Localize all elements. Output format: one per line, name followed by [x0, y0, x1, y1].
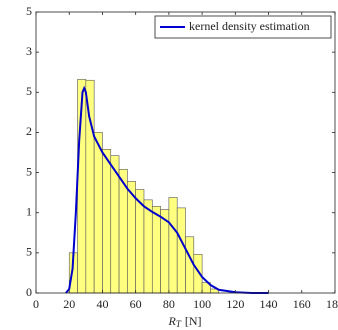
- x-tick-label: 0: [33, 297, 39, 311]
- x-tick-label: 60: [130, 297, 142, 311]
- legend-label: kernel density estimation: [189, 19, 310, 33]
- y-tick-label: 3: [26, 44, 32, 58]
- x-tick-label: 180: [326, 297, 338, 311]
- y-tick-label: 5: [26, 84, 32, 98]
- x-label-main: R: [167, 314, 176, 328]
- x-tick-label: 120: [226, 297, 244, 311]
- y-tick-label: 2: [26, 124, 32, 138]
- bar: [176, 207, 186, 294]
- x-tick-label: 80: [163, 297, 175, 311]
- x-tick-label: 160: [293, 297, 311, 311]
- bar: [185, 236, 195, 294]
- x-tick-label: 100: [193, 297, 211, 311]
- y-tick-label: 1: [26, 204, 32, 218]
- legend-box: [154, 15, 332, 39]
- bar: [85, 79, 95, 294]
- x-label-unit: [N]: [185, 314, 202, 328]
- axes-frame: [35, 11, 336, 294]
- bar: [168, 197, 178, 294]
- y-tick-label: 5: [26, 245, 32, 259]
- y-tick-label: 5: [26, 4, 32, 18]
- bar: [143, 199, 153, 294]
- y-tick-label: 0: [26, 285, 32, 299]
- x-label-sub: T: [176, 319, 182, 329]
- bar: [102, 148, 112, 294]
- bar: [151, 205, 161, 294]
- bar: [93, 132, 103, 294]
- x-tick-label: 20: [63, 297, 75, 311]
- x-axis-label: RT [N]: [167, 314, 201, 329]
- x-tick-label: 140: [260, 297, 278, 311]
- x-tick-label: 40: [96, 297, 108, 311]
- kde-line: [65, 85, 269, 294]
- y-tick-label: 5: [26, 164, 32, 178]
